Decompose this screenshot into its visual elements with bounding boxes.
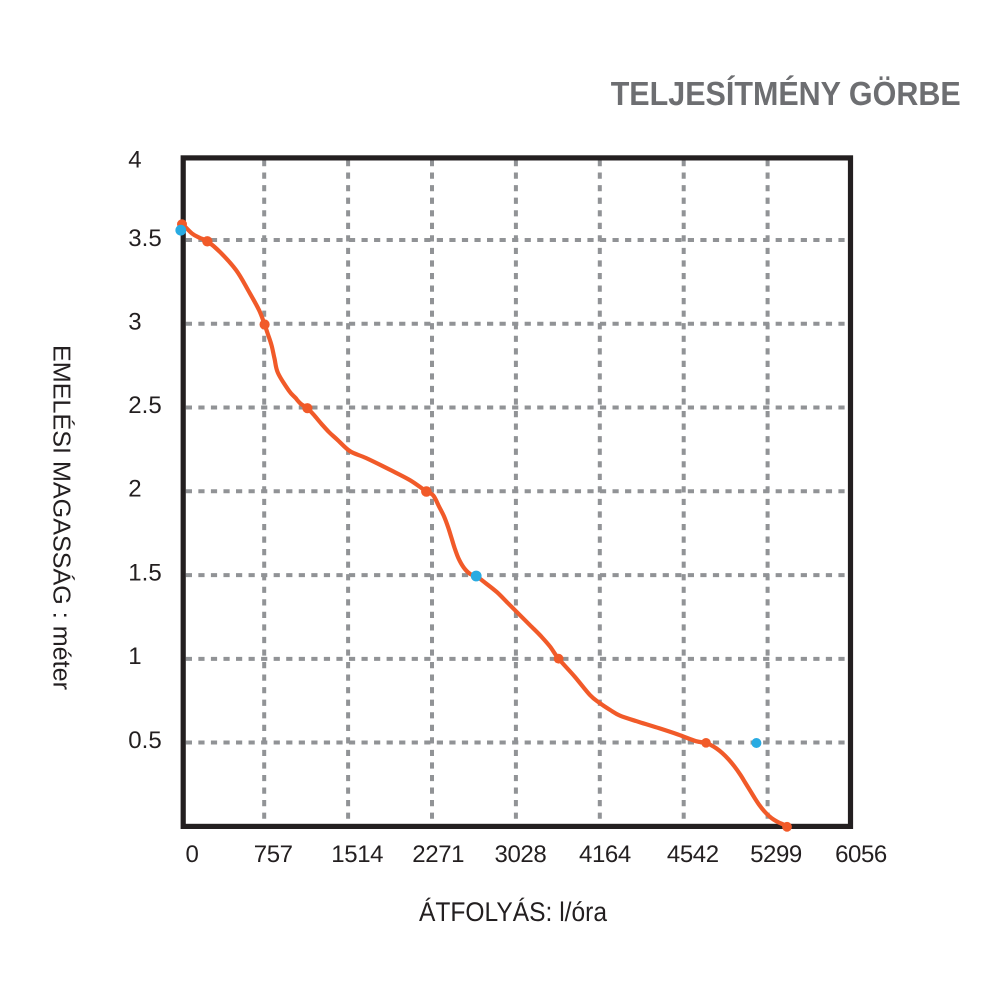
svg-text:3: 3: [128, 309, 141, 336]
svg-text:5299: 5299: [750, 841, 802, 868]
svg-text:EMELÉSI MAGASSÁG : méter: EMELÉSI MAGASSÁG : méter: [48, 345, 76, 690]
svg-text:4164: 4164: [579, 841, 631, 868]
svg-text:1: 1: [128, 643, 141, 670]
svg-text:6056: 6056: [835, 841, 887, 868]
svg-text:4: 4: [128, 147, 141, 174]
svg-text:4542: 4542: [667, 841, 719, 868]
svg-text:0: 0: [186, 841, 199, 868]
svg-text:TELJESÍTMÉNY GÖRBE: TELJESÍTMÉNY GÖRBE: [611, 75, 961, 113]
svg-text:2271: 2271: [412, 841, 464, 868]
svg-text:2: 2: [128, 476, 141, 503]
svg-text:1514: 1514: [331, 841, 383, 868]
svg-text:ÁTFOLYÁS: l/óra: ÁTFOLYÁS: l/óra: [419, 897, 608, 927]
svg-text:0.5: 0.5: [128, 727, 161, 754]
svg-text:1.5: 1.5: [128, 559, 161, 586]
svg-text:3028: 3028: [495, 841, 547, 868]
svg-text:3.5: 3.5: [128, 225, 161, 252]
svg-text:2.5: 2.5: [128, 392, 161, 419]
svg-text:757: 757: [254, 841, 293, 868]
